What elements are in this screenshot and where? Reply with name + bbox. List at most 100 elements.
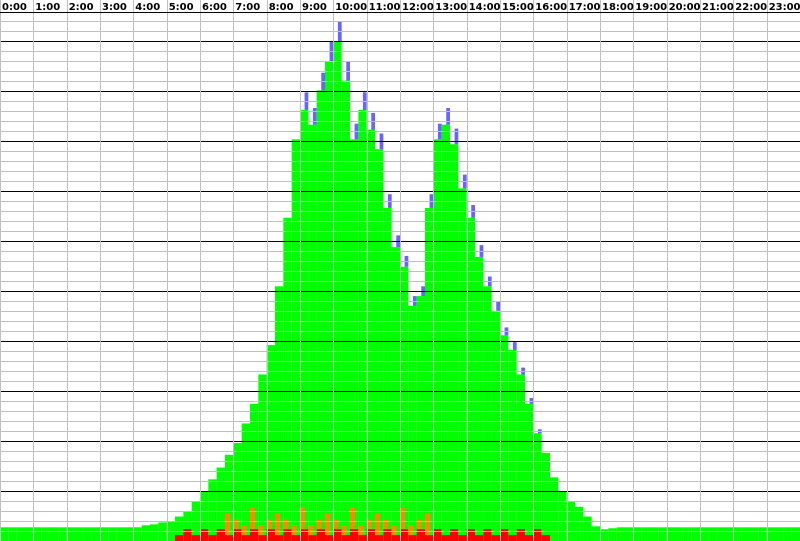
bar-red	[325, 535, 334, 541]
bar-green	[125, 527, 134, 541]
bar-green	[658, 527, 667, 541]
bar-red	[291, 535, 300, 541]
bar-red	[225, 535, 234, 541]
bar-blue	[529, 397, 534, 404]
bar-green	[108, 527, 117, 541]
x-tick-label: 3:00	[102, 2, 127, 13]
bar-green	[458, 188, 467, 541]
bar-green	[141, 525, 150, 541]
bar-red	[508, 535, 517, 541]
bar-green	[66, 527, 75, 541]
bar-green	[391, 247, 400, 541]
bar-orange	[400, 507, 405, 530]
bar-orange	[291, 525, 297, 536]
x-tick-label: 4:00	[135, 2, 160, 13]
bar-green	[608, 528, 617, 541]
x-tick-label: 6:00	[202, 2, 227, 13]
bar-green	[266, 345, 275, 541]
bar-green	[350, 139, 359, 541]
bar-green	[358, 109, 367, 541]
bar-red	[400, 529, 409, 541]
bar-green	[408, 305, 417, 541]
bar-red	[191, 535, 200, 541]
bar-green	[300, 109, 309, 541]
x-tick-label: 21:00	[702, 2, 734, 13]
bar-red	[283, 529, 292, 541]
x-tick-label: 13:00	[435, 2, 467, 13]
bar-green	[50, 527, 59, 541]
x-tick-label: 2:00	[69, 2, 94, 13]
bar-green	[208, 479, 217, 541]
bar-green	[241, 423, 250, 541]
bars-layer	[0, 21, 800, 541]
bar-green	[225, 454, 234, 541]
bar-green	[133, 527, 142, 541]
bar-green	[625, 527, 634, 541]
bar-green	[758, 527, 767, 541]
bar-red	[391, 535, 400, 541]
x-tick-label: 0:00	[2, 2, 27, 13]
x-tick-label: 15:00	[502, 2, 534, 13]
bar-orange	[383, 519, 389, 530]
bar-red	[350, 529, 359, 541]
bar-green	[683, 527, 692, 541]
bar-orange	[241, 525, 247, 536]
bar-red	[258, 535, 267, 541]
bar-green	[441, 124, 450, 541]
tick-labels: 0:00 1:00 2:00 3:00 4:00 5:00 6:00 7:00 8:00 9:00…	[2, 2, 800, 13]
bar-red	[500, 529, 509, 541]
bar-red	[366, 529, 375, 541]
bar-red	[216, 529, 225, 541]
bar-green	[533, 433, 542, 541]
bar-green	[100, 527, 109, 541]
bar-red	[441, 535, 450, 541]
bar-blue	[412, 296, 417, 306]
bar-red	[450, 529, 459, 541]
x-tick-label: 23:00	[769, 2, 800, 13]
bar-green	[675, 527, 684, 541]
bar-green	[791, 527, 800, 541]
bar-orange	[375, 513, 380, 536]
bar-orange	[325, 513, 330, 536]
bar-green	[600, 529, 609, 541]
bar-green	[308, 124, 317, 541]
bar-green	[283, 217, 292, 541]
bar-green	[708, 527, 717, 541]
bar-green	[475, 256, 484, 541]
x-tick-label: 18:00	[602, 2, 634, 13]
bar-orange	[350, 507, 355, 530]
x-tick-label: 7:00	[235, 2, 260, 13]
bar-green	[75, 527, 84, 541]
bar-green	[741, 527, 750, 541]
bar-orange	[358, 525, 364, 536]
bar-orange	[316, 519, 322, 530]
bar-red	[475, 535, 484, 541]
bar-orange	[366, 519, 372, 530]
bar-green	[491, 310, 500, 541]
bar-red	[533, 529, 542, 541]
bar-green	[41, 527, 50, 541]
bar-blue	[496, 301, 500, 311]
bar-red	[425, 535, 434, 541]
bar-red	[516, 529, 525, 541]
bar-red	[300, 529, 309, 541]
bar-orange	[275, 513, 280, 536]
bar-green	[558, 492, 567, 541]
x-tick-label: 16:00	[535, 2, 567, 13]
bar-green	[383, 207, 392, 541]
bar-green	[175, 516, 184, 541]
bar-green	[375, 149, 384, 541]
bar-red	[458, 535, 467, 541]
x-tick-label: 22:00	[735, 2, 767, 13]
bar-orange	[300, 507, 305, 530]
bar-green	[541, 452, 550, 541]
bar-red	[525, 535, 534, 541]
bar-red	[466, 529, 475, 541]
x-tick-label: 19:00	[635, 2, 667, 13]
bar-orange	[283, 519, 289, 530]
bar-red	[183, 529, 192, 541]
bar-orange	[266, 519, 272, 530]
bar-green	[183, 511, 192, 541]
